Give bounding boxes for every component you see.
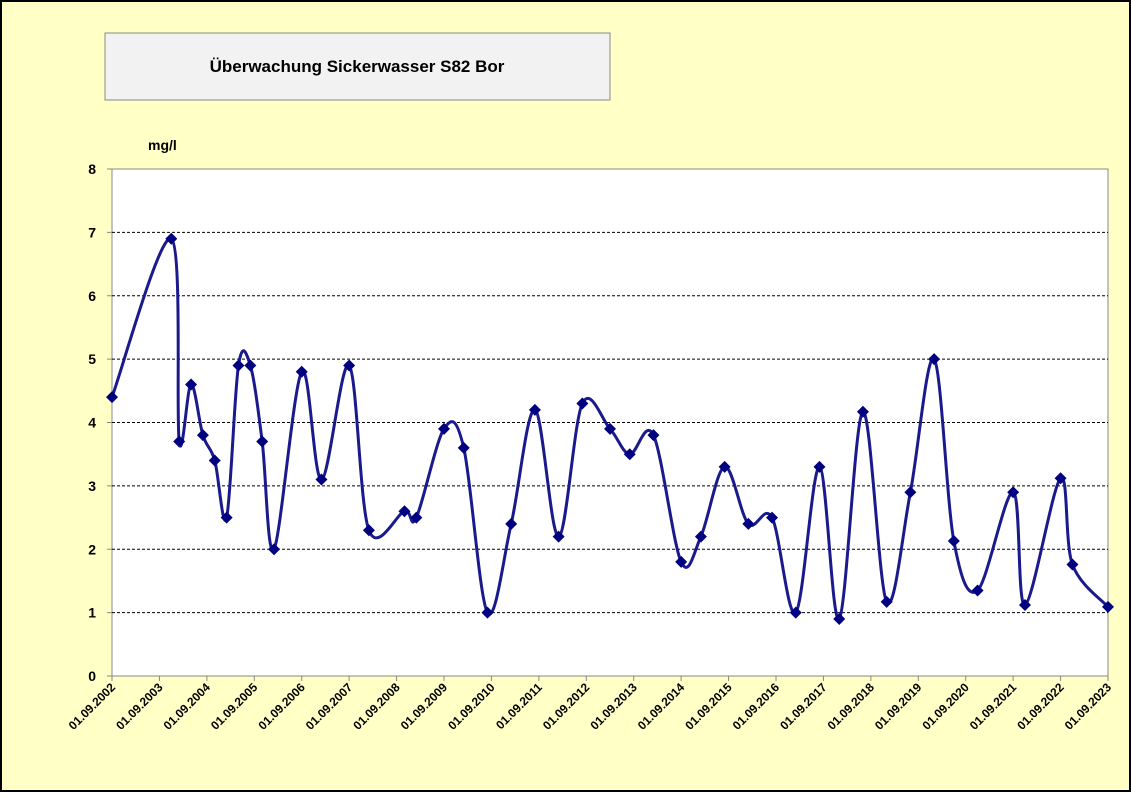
y-tick-label: 5 (88, 351, 96, 367)
data-point (410, 511, 423, 524)
data-point (675, 555, 688, 568)
data-point (528, 403, 541, 416)
data-point (552, 530, 565, 543)
data-point (185, 378, 198, 391)
y-tick-label: 2 (88, 541, 96, 557)
data-point (947, 535, 960, 548)
y-tick-label: 3 (88, 478, 96, 494)
title-box (104, 32, 611, 101)
data-point (1054, 472, 1067, 485)
data-point (694, 530, 707, 543)
data-point (856, 405, 869, 418)
data-point (1102, 600, 1114, 613)
data-point (789, 606, 802, 619)
data-point (718, 460, 731, 473)
data-point (398, 505, 411, 518)
data-line (110, 237, 1110, 621)
data-point (232, 359, 245, 372)
data-point (208, 454, 221, 467)
data-point (295, 365, 308, 378)
data-point (647, 429, 660, 442)
data-point (813, 460, 826, 473)
data-point (438, 422, 450, 435)
data-point (1019, 599, 1031, 612)
y-tick-label: 6 (88, 288, 96, 304)
data-point (766, 511, 779, 524)
data-point (505, 517, 518, 530)
data-point (623, 448, 636, 461)
y-axis-label: mg/l (148, 137, 177, 153)
y-tick-label: 4 (88, 415, 96, 431)
data-point (173, 435, 186, 448)
data-point (196, 429, 209, 442)
data-point (833, 612, 846, 625)
data-point (165, 232, 178, 245)
y-tick-label: 7 (88, 224, 96, 240)
data-point (1007, 486, 1020, 499)
data-point (315, 473, 328, 486)
data-point (928, 353, 941, 366)
y-tick-label: 8 (88, 161, 96, 177)
data-point (576, 397, 589, 410)
data-point (904, 486, 917, 499)
data-point (268, 543, 281, 556)
data-point (362, 524, 375, 537)
data-point (343, 359, 356, 372)
data-point (742, 517, 755, 530)
data-point (457, 441, 470, 454)
data-point (604, 422, 616, 435)
data-point (880, 595, 893, 608)
y-tick-label: 1 (88, 605, 96, 621)
data-point (244, 359, 257, 372)
y-tick-label: 0 (88, 668, 96, 684)
data-point (106, 391, 118, 404)
data-point (481, 606, 494, 619)
data-point (971, 584, 984, 597)
data-point (220, 511, 233, 524)
data-point (1066, 558, 1079, 571)
data-point (256, 435, 269, 448)
chart-title: Überwachung Sickerwasser S82 Bor (210, 57, 505, 76)
